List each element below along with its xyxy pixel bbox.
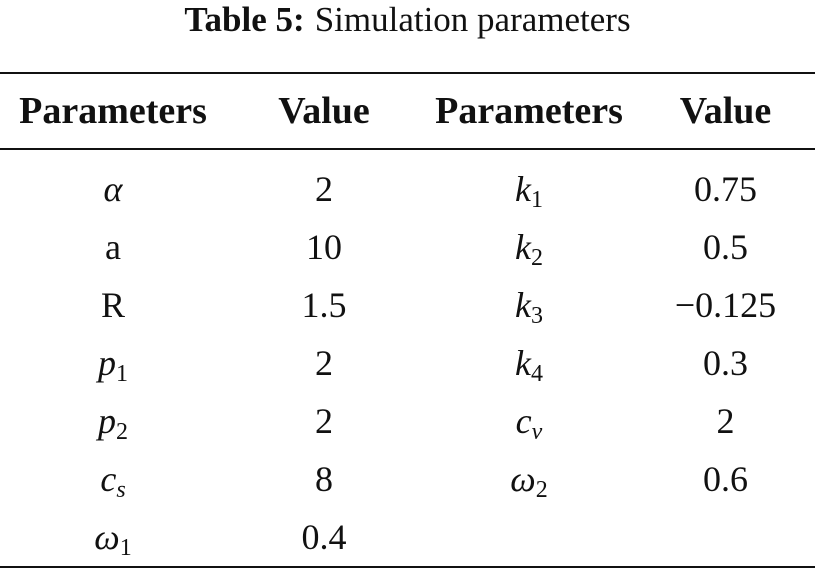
header-cell: Parameters bbox=[422, 73, 636, 150]
symbol: p bbox=[98, 343, 116, 383]
row: R 1.5 k3 −0.125 bbox=[0, 276, 815, 334]
caption: Table 5: Simulation parameters bbox=[0, 0, 815, 72]
header-cell: Value bbox=[226, 73, 422, 150]
param: cv bbox=[422, 392, 636, 450]
param: ω2 bbox=[422, 450, 636, 508]
row: cs 8 ω2 0.6 bbox=[0, 450, 815, 508]
symbol: ω bbox=[510, 459, 536, 499]
symbol: R bbox=[100, 285, 125, 325]
header-row: Parameters Value Parameters Value bbox=[0, 73, 815, 150]
symbol: a bbox=[105, 227, 121, 267]
symbol: k bbox=[515, 285, 531, 325]
row: α 2 k1 0.75 bbox=[0, 149, 815, 218]
value: 2 bbox=[315, 343, 333, 383]
subscript: 3 bbox=[530, 303, 543, 329]
param: cs bbox=[0, 450, 226, 508]
param: k1 bbox=[422, 149, 636, 218]
value: 2 bbox=[716, 401, 735, 441]
param: k4 bbox=[422, 334, 636, 392]
caption-label: Table 5: bbox=[184, 0, 305, 39]
value: 10 bbox=[306, 227, 342, 267]
param: R bbox=[0, 276, 226, 334]
param: α bbox=[0, 149, 226, 218]
param: a bbox=[0, 218, 226, 276]
value: 0.3 bbox=[703, 343, 748, 383]
value: 0.6 bbox=[703, 459, 748, 499]
value: 0.5 bbox=[703, 227, 748, 267]
value: 0.4 bbox=[301, 517, 347, 557]
symbol: c bbox=[515, 401, 532, 441]
symbol: ω bbox=[94, 517, 120, 557]
subscript: 1 bbox=[116, 361, 128, 387]
value: 2 bbox=[315, 169, 333, 209]
param: ω1 bbox=[0, 508, 226, 567]
header-cell: Parameters bbox=[0, 73, 226, 150]
symbol: α bbox=[103, 169, 123, 209]
subscript: 4 bbox=[530, 361, 543, 387]
subscript: 1 bbox=[530, 187, 543, 213]
subscript: 2 bbox=[530, 245, 543, 271]
row: ω1 0.4 bbox=[0, 508, 815, 567]
value: 0.75 bbox=[694, 169, 757, 209]
subscript: s bbox=[116, 477, 126, 503]
param: p1 bbox=[0, 334, 226, 392]
value: −0.125 bbox=[674, 285, 777, 325]
symbol: k bbox=[515, 169, 531, 209]
symbol: k bbox=[515, 343, 531, 383]
subscript: v bbox=[531, 419, 543, 445]
symbol: c bbox=[100, 459, 117, 499]
subscript: 2 bbox=[535, 477, 548, 503]
value: 1.5 bbox=[301, 285, 347, 325]
value: 2 bbox=[315, 401, 333, 441]
row: a 10 k2 0.5 bbox=[0, 218, 815, 276]
param: k3 bbox=[422, 276, 636, 334]
subscript: 1 bbox=[119, 535, 132, 561]
row: p1 2 k4 0.3 bbox=[0, 334, 815, 392]
param: k2 bbox=[422, 218, 636, 276]
header-cell: Value bbox=[636, 73, 815, 150]
parameter-table: Parameters Value Parameters Value α 2 k1… bbox=[0, 72, 815, 568]
symbol: p bbox=[98, 401, 116, 441]
param: p2 bbox=[0, 392, 226, 450]
caption-text: Simulation parameters bbox=[314, 0, 631, 39]
subscript: 2 bbox=[116, 419, 128, 445]
symbol: k bbox=[515, 227, 531, 267]
empty-cell bbox=[422, 508, 636, 567]
empty-cell bbox=[636, 508, 815, 567]
value: 8 bbox=[315, 459, 333, 499]
row: p2 2 cv 2 bbox=[0, 392, 815, 450]
